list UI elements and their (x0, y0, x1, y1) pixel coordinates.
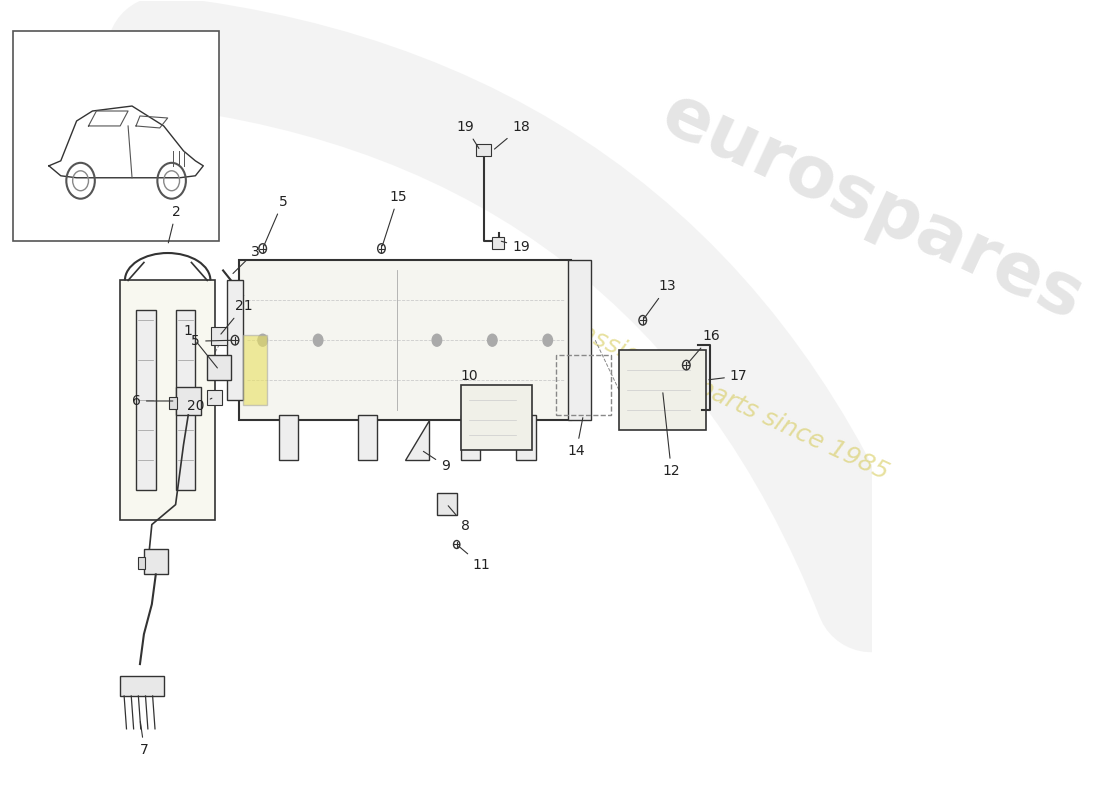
Bar (556, 355, 612, 415)
Text: 7: 7 (140, 722, 148, 757)
Bar (278, 415, 298, 460)
Circle shape (314, 334, 323, 346)
Bar (358, 415, 377, 460)
Circle shape (257, 334, 267, 346)
Bar (461, 385, 532, 450)
Text: 10: 10 (461, 369, 478, 383)
Text: a passion for parts since 1985: a passion for parts since 1985 (540, 303, 892, 485)
Bar (239, 261, 572, 420)
Text: 6: 6 (132, 394, 173, 408)
Bar (138, 558, 145, 570)
Text: 8: 8 (448, 506, 470, 533)
Bar (176, 310, 196, 490)
Bar (619, 350, 706, 430)
Circle shape (543, 334, 552, 346)
Text: 12: 12 (662, 393, 680, 478)
Text: eurospares: eurospares (651, 80, 1093, 335)
Text: 5: 5 (191, 334, 232, 348)
Text: 1: 1 (184, 324, 218, 368)
Bar (207, 390, 221, 405)
Text: 20: 20 (187, 398, 212, 413)
Bar (211, 327, 227, 345)
Text: 18: 18 (494, 120, 530, 149)
Text: 11: 11 (459, 546, 491, 573)
Text: 3: 3 (233, 245, 260, 274)
Bar (207, 355, 231, 380)
Bar (169, 397, 177, 409)
Bar (13, 31, 219, 241)
Bar (243, 335, 266, 405)
Bar (461, 415, 481, 460)
Polygon shape (405, 420, 429, 460)
Bar (144, 550, 167, 574)
Bar (176, 387, 201, 415)
Bar (568, 261, 592, 420)
Text: 15: 15 (383, 190, 407, 246)
Circle shape (487, 334, 497, 346)
Bar (120, 676, 164, 696)
Text: 14: 14 (568, 418, 585, 458)
Bar (437, 493, 456, 514)
Circle shape (432, 334, 441, 346)
Text: 19: 19 (456, 120, 478, 149)
Text: 9: 9 (424, 451, 450, 473)
Text: 5: 5 (264, 194, 287, 246)
Bar (136, 310, 156, 490)
Bar (120, 281, 216, 519)
Text: 16: 16 (689, 330, 719, 363)
Text: 13: 13 (645, 279, 676, 318)
Text: 19: 19 (502, 239, 530, 254)
Bar (476, 144, 491, 156)
Bar (516, 415, 536, 460)
Text: 17: 17 (708, 369, 748, 383)
Text: 21: 21 (221, 299, 253, 334)
Bar (493, 237, 504, 249)
FancyArrowPatch shape (163, 51, 871, 597)
Text: 2: 2 (168, 205, 180, 243)
Bar (227, 281, 243, 400)
